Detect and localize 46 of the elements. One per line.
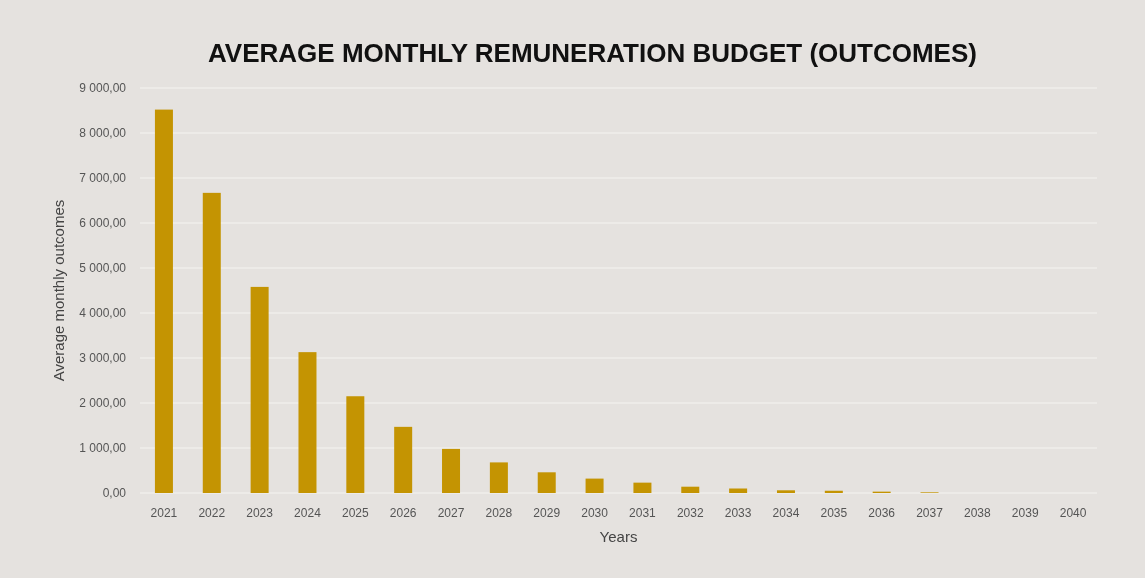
- bar: [250, 286, 269, 493]
- x-tick-label: 2038: [964, 506, 992, 520]
- bar: [537, 472, 556, 493]
- x-tick-label: 2027: [437, 506, 465, 520]
- x-tick-label: 2033: [724, 506, 752, 520]
- x-tick-label: 2025: [341, 506, 369, 520]
- bar: [154, 109, 173, 493]
- x-tick-label: 2028: [485, 506, 513, 520]
- chart-title: AVERAGE MONTHLY REMUNERATION BUDGET (OUTCOMES): [208, 38, 977, 68]
- y-tick-label: 0,00: [102, 486, 127, 501]
- y-tick-label: 2 000,00: [79, 396, 127, 411]
- bar: [681, 486, 700, 493]
- bar: [489, 462, 508, 493]
- bar: [346, 396, 365, 493]
- x-tick-label: 2034: [772, 506, 800, 520]
- x-tick-label: 2023: [246, 506, 274, 520]
- y-tick-label: 4 000,00: [79, 306, 127, 321]
- y-tick-label: 3 000,00: [79, 351, 127, 366]
- x-axis-title: Years: [599, 528, 638, 545]
- y-tick-label: 5 000,00: [79, 261, 127, 276]
- y-tick-label: 9 000,00: [79, 81, 127, 96]
- x-tick-label: 2026: [389, 506, 417, 520]
- x-tick-label: 2029: [533, 506, 561, 520]
- x-tick-label: 2040: [1059, 506, 1087, 520]
- x-tick-label: 2039: [1011, 506, 1039, 520]
- x-tick-label: 2036: [868, 506, 896, 520]
- bar: [585, 478, 604, 493]
- x-tick-label: 2031: [629, 506, 657, 520]
- bar: [633, 482, 652, 493]
- x-tick-label: 2024: [294, 506, 322, 520]
- y-tick-label: 7 000,00: [79, 171, 127, 186]
- bar: [202, 192, 221, 493]
- x-tick-label: 2035: [820, 506, 848, 520]
- y-tick-label: 8 000,00: [79, 126, 127, 141]
- bar: [394, 426, 413, 493]
- bar: [298, 352, 317, 493]
- y-axis-title: Average monthly outcomes: [50, 199, 67, 382]
- x-tick-label: 2022: [198, 506, 226, 520]
- x-tick-label: 2032: [676, 506, 704, 520]
- bar: [442, 448, 461, 493]
- x-tick-label: 2030: [581, 506, 609, 520]
- bar: [776, 490, 795, 493]
- x-tick-label: 2021: [150, 506, 178, 520]
- y-tick-label: 6 000,00: [79, 216, 127, 231]
- x-tick-label: 2037: [916, 506, 944, 520]
- y-tick-label: 1 000,00: [79, 441, 127, 456]
